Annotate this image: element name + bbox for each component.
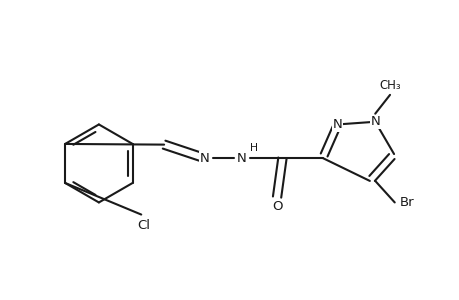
Text: N: N (332, 118, 341, 131)
Text: Cl: Cl (137, 219, 150, 232)
Text: Br: Br (399, 196, 414, 209)
Text: O: O (271, 200, 282, 213)
Text: N: N (199, 152, 209, 165)
Text: N: N (237, 152, 246, 165)
Text: H: H (249, 143, 257, 153)
Text: N: N (369, 115, 379, 128)
Text: CH₃: CH₃ (378, 79, 400, 92)
